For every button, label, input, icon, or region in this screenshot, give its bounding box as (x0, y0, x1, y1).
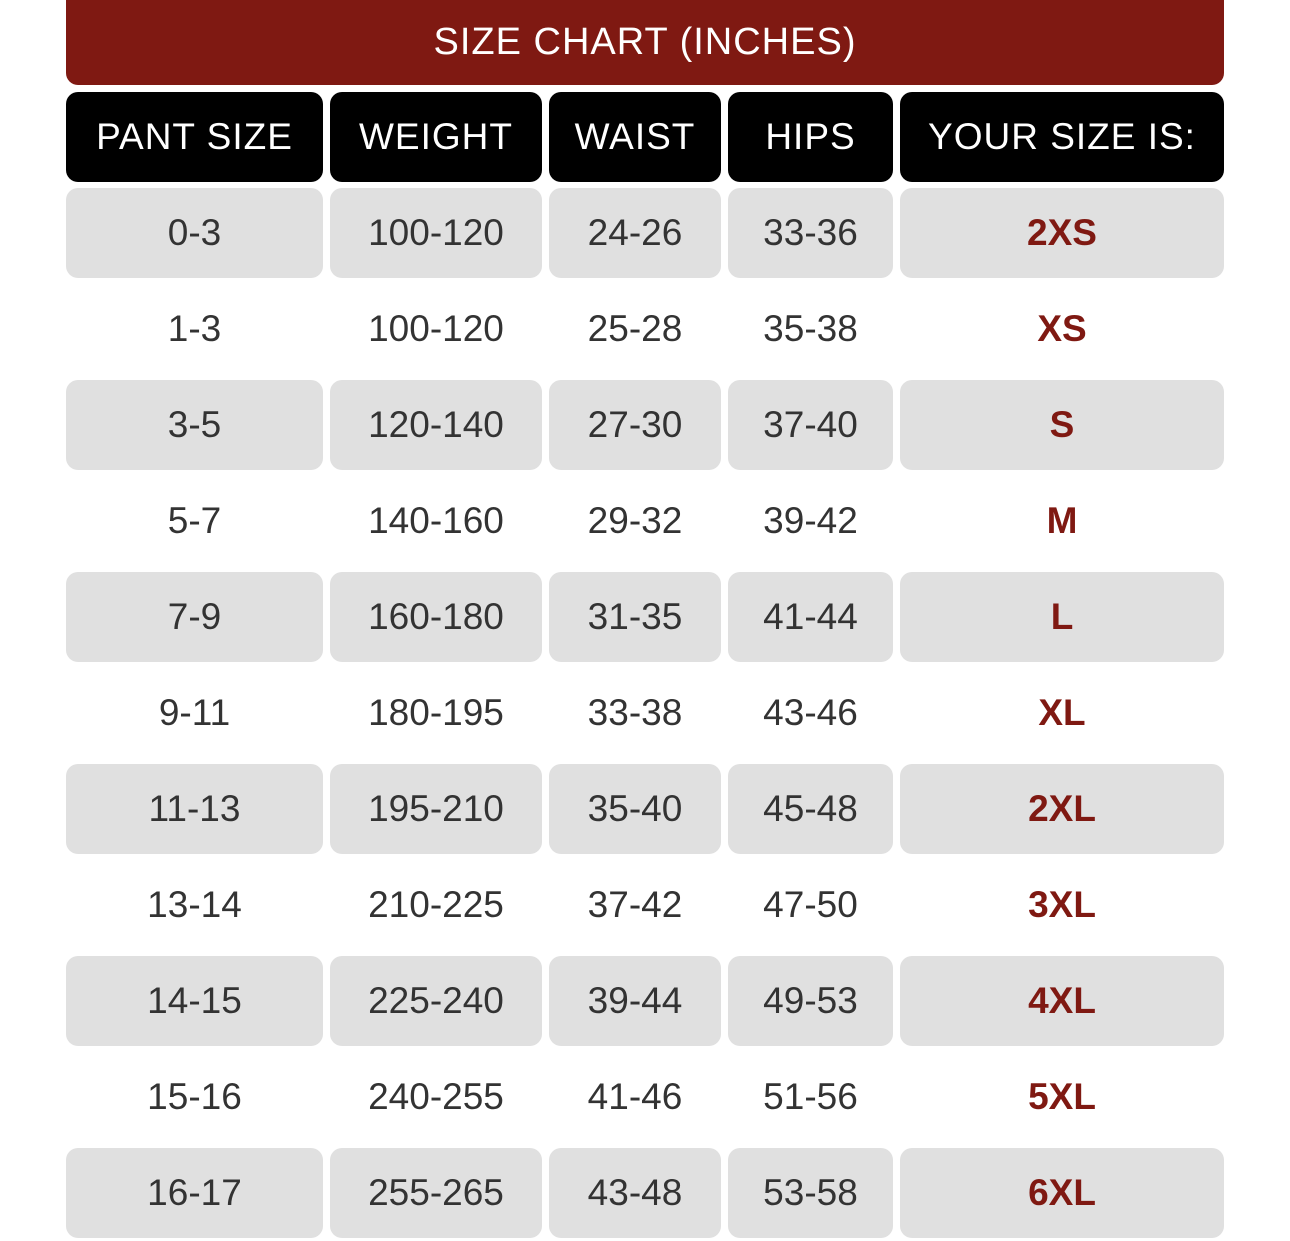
your-size-cell: L (900, 572, 1224, 662)
weight-cell: 255-265 (330, 1148, 542, 1238)
your-size-cell: 2XS (900, 188, 1224, 278)
hips-cell: 33-36 (728, 188, 893, 278)
pant-size-cell: 9-11 (158, 692, 231, 733)
table-row: 5-7 140-160 29-32 39-42 M (0, 476, 1290, 566)
table-row: 3-5 120-140 27-30 37-40 S (0, 380, 1290, 470)
hips-cell: 41-44 (728, 572, 893, 662)
header-your-size: YOUR SIZE IS: (900, 92, 1224, 182)
your-size-cell: 4XL (900, 956, 1224, 1046)
header-weight: WEIGHT (330, 92, 542, 182)
waist-cell: 27-30 (549, 380, 721, 470)
pant-size-cell: 15-16 (147, 1076, 242, 1117)
waist-cell: 29-32 (587, 500, 683, 541)
pant-size-cell: 7-9 (66, 572, 323, 662)
waist-cell: 43-48 (549, 1148, 721, 1238)
weight-cell: 140-160 (368, 500, 504, 541)
waist-cell: 33-38 (587, 692, 683, 733)
table-row: 14-15 225-240 39-44 49-53 4XL (0, 956, 1290, 1046)
pant-size-cell: 1-3 (167, 308, 222, 349)
table-row: 11-13 195-210 35-40 45-48 2XL (0, 764, 1290, 854)
pant-size-cell: 5-7 (167, 500, 222, 541)
your-size-cell: XL (1038, 692, 1086, 733)
header-waist: WAIST (549, 92, 721, 182)
pant-size-cell: 14-15 (66, 956, 323, 1046)
your-size-cell: 5XL (1028, 1076, 1096, 1117)
waist-cell: 25-28 (587, 308, 683, 349)
chart-title: SIZE CHART (INCHES) (66, 0, 1224, 85)
your-size-cell: M (1046, 500, 1078, 541)
table-row: 15-16 240-255 41-46 51-56 5XL (0, 1052, 1290, 1142)
table-row: 0-3 100-120 24-26 33-36 2XS (0, 188, 1290, 278)
weight-cell: 240-255 (368, 1076, 504, 1117)
header-row: PANT SIZE WEIGHT WAIST HIPS YOUR SIZE IS… (0, 92, 1290, 182)
pant-size-cell: 0-3 (66, 188, 323, 278)
table-row: 13-14 210-225 37-42 47-50 3XL (0, 860, 1290, 950)
hips-cell: 49-53 (728, 956, 893, 1046)
hips-cell: 45-48 (728, 764, 893, 854)
waist-cell: 41-46 (587, 1076, 683, 1117)
waist-cell: 37-42 (587, 884, 683, 925)
weight-cell: 195-210 (330, 764, 542, 854)
table-row: 16-17 255-265 43-48 53-58 6XL (0, 1148, 1290, 1238)
header-pant-size: PANT SIZE (66, 92, 323, 182)
waist-cell: 31-35 (549, 572, 721, 662)
your-size-cell: 2XL (900, 764, 1224, 854)
hips-cell: 43-46 (763, 692, 858, 733)
hips-cell: 37-40 (728, 380, 893, 470)
table-row: 9-11 180-195 33-38 43-46 XL (0, 668, 1290, 758)
pant-size-cell: 3-5 (66, 380, 323, 470)
your-size-cell: 6XL (900, 1148, 1224, 1238)
your-size-cell: S (900, 380, 1224, 470)
hips-cell: 51-56 (763, 1076, 858, 1117)
header-hips: HIPS (728, 92, 893, 182)
your-size-cell: 3XL (1028, 884, 1096, 925)
hips-cell: 39-42 (763, 500, 858, 541)
table-row: 7-9 160-180 31-35 41-44 L (0, 572, 1290, 662)
weight-cell: 120-140 (330, 380, 542, 470)
weight-cell: 210-225 (368, 884, 504, 925)
pant-size-cell: 13-14 (147, 884, 242, 925)
your-size-cell: XS (1037, 308, 1087, 349)
hips-cell: 35-38 (763, 308, 858, 349)
pant-size-cell: 11-13 (66, 764, 323, 854)
waist-cell: 35-40 (549, 764, 721, 854)
weight-cell: 100-120 (368, 308, 504, 349)
hips-cell: 47-50 (763, 884, 858, 925)
waist-cell: 24-26 (549, 188, 721, 278)
waist-cell: 39-44 (549, 956, 721, 1046)
table-row: 1-3 100-120 25-28 35-38 XS (0, 284, 1290, 374)
hips-cell: 53-58 (728, 1148, 893, 1238)
weight-cell: 100-120 (330, 188, 542, 278)
weight-cell: 225-240 (330, 956, 542, 1046)
pant-size-cell: 16-17 (66, 1148, 323, 1238)
weight-cell: 180-195 (368, 692, 504, 733)
weight-cell: 160-180 (330, 572, 542, 662)
